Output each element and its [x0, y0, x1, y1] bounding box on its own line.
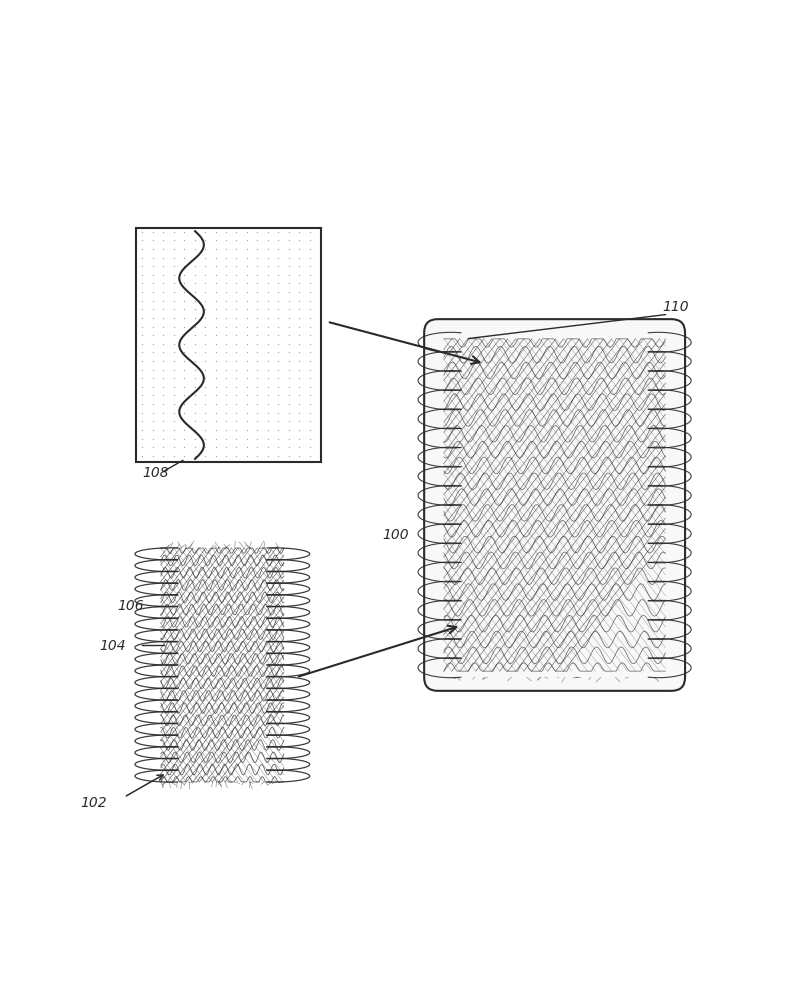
Text: 106: 106 [118, 599, 145, 613]
Text: 100: 100 [383, 528, 409, 542]
Text: 104: 104 [99, 639, 126, 653]
Bar [137, 228, 321, 462]
Text: 110: 110 [662, 300, 689, 314]
FancyBboxPatch shape [424, 319, 685, 691]
Text: 108: 108 [142, 466, 169, 480]
Bar [137, 228, 321, 462]
Text: 102: 102 [81, 796, 107, 810]
